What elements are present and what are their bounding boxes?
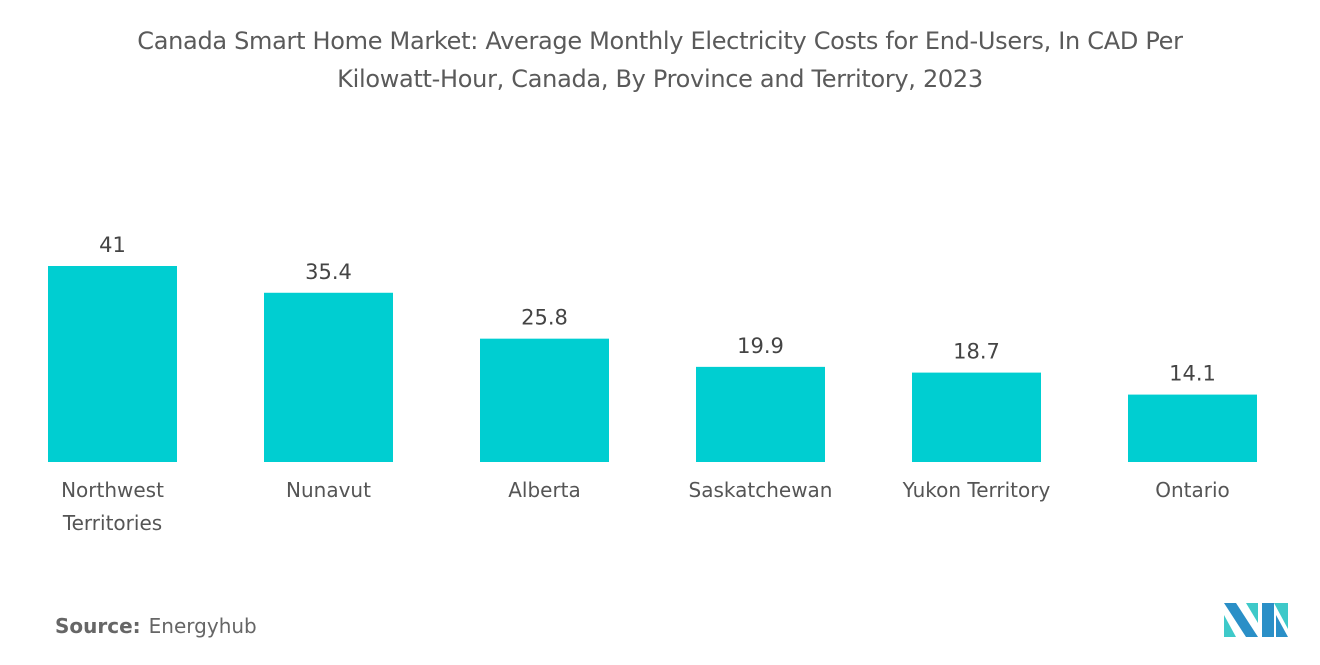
bar-chart: 41 35.4 25.8 19.9 18.7 14.1 Northwest Territor… [48, 233, 1257, 535]
logo-shape-6 [1276, 615, 1288, 637]
category-label: Saskatchewan [689, 478, 833, 502]
category-label: Alberta [508, 478, 581, 502]
logo-shape-3 [1246, 603, 1258, 623]
bars-group [48, 266, 1257, 462]
value-label: 35.4 [305, 260, 352, 284]
category-label-line: Yukon Territory [902, 478, 1051, 502]
value-labels-group: 41 35.4 25.8 19.9 18.7 14.1 [99, 233, 1216, 386]
chart-title-line-1: Canada Smart Home Market: Average Monthl… [137, 27, 1183, 55]
value-label: 18.7 [953, 340, 1000, 364]
bar-alberta [480, 338, 609, 462]
logo-shape-5 [1274, 603, 1288, 629]
category-label-line: Ontario [1155, 478, 1230, 502]
chart-title-line-2: Kilowatt-Hour, Canada, By Province and T… [337, 65, 983, 93]
bar-northwest-territories [48, 266, 177, 462]
category-label-line: Territories [62, 511, 162, 535]
value-label: 41 [99, 233, 126, 257]
category-label: Yukon Territory [902, 478, 1051, 502]
logo-shape-4 [1262, 603, 1274, 637]
category-label: Ontario [1155, 478, 1230, 502]
bar-ontario [1128, 394, 1257, 462]
source-label: Source: [55, 614, 141, 638]
value-label: 25.8 [521, 306, 568, 330]
bar-yukon-territory [912, 372, 1041, 462]
category-label-line: Nunavut [286, 478, 371, 502]
logo-shape-2 [1224, 603, 1258, 637]
category-label-line: Saskatchewan [689, 478, 833, 502]
mordor-logo-icon [1224, 603, 1288, 637]
category-label-line: Alberta [508, 478, 581, 502]
category-label: Nunavut [286, 478, 371, 502]
category-label-line: Northwest [61, 478, 164, 502]
logo-shape-1 [1224, 615, 1236, 637]
value-label: 19.9 [737, 334, 784, 358]
bar-saskatchewan [696, 366, 825, 462]
chart-title: Canada Smart Home Market: Average Monthl… [0, 22, 1320, 98]
source-note: Source: Energyhub [55, 614, 257, 638]
source-text: Energyhub [148, 614, 257, 638]
category-label: Northwest Territories [61, 478, 164, 535]
bar-nunavut [264, 292, 393, 462]
value-label: 14.1 [1169, 362, 1216, 386]
category-labels-group: Northwest Territories Nunavut Alberta Saskat… [61, 478, 1230, 535]
